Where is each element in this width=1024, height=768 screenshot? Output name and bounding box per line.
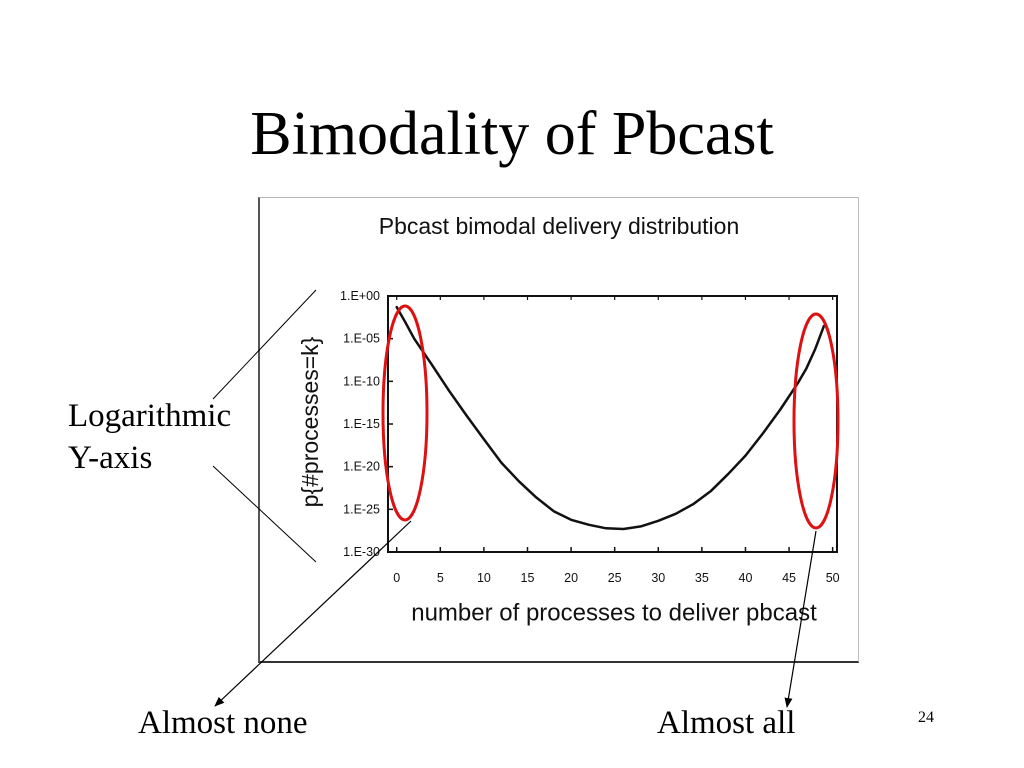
log-axis-pointer-top <box>212 289 317 400</box>
x-tick-label: 25 <box>608 571 622 585</box>
slide-title: Bimodality of Pbcast <box>250 100 774 168</box>
x-tick-label: 15 <box>521 571 535 585</box>
y-tick-label: 1.E-25 <box>343 502 380 516</box>
x-tick-label: 30 <box>651 571 665 585</box>
x-tick-label: 20 <box>564 571 578 585</box>
y-tick-label: 1.E-10 <box>343 374 380 388</box>
y-axis-label: p{#processes=k} <box>297 336 323 507</box>
x-tick-label: 10 <box>477 571 491 585</box>
chart-title: Pbcast bimodal delivery distribution <box>379 213 740 239</box>
y-tick-label: 1.E-30 <box>343 545 380 559</box>
almost-none-highlight <box>381 304 429 522</box>
y-tick-label: 1.E-05 <box>343 332 380 346</box>
logarithmic-note: Logarithmic <box>68 398 232 434</box>
x-axis-label: number of processes to deliver pbcast <box>411 600 817 627</box>
y-tick-label: 1.E-15 <box>343 417 380 431</box>
almost-none-arrow <box>214 520 412 707</box>
x-tick-label: 0 <box>393 571 400 585</box>
x-tick-label: 45 <box>782 571 796 585</box>
x-tick-label: 40 <box>739 571 753 585</box>
almost-all-highlight <box>792 312 840 530</box>
page-number: 24 <box>918 709 934 726</box>
y-axis-ticks: 1.E+00 1.E-05 1.E-10 1.E-15 1.E-20 1.E-25 1.E-… <box>340 289 393 559</box>
x-tick-label: 35 <box>695 571 709 585</box>
x-tick-label: 50 <box>826 571 840 585</box>
chart-frame <box>258 197 859 663</box>
almost-all-arrow <box>784 530 817 708</box>
y-tick-label: 1.E+00 <box>340 289 380 303</box>
x-tick-label: 5 <box>437 571 444 585</box>
almost-all-callout: Almost all <box>657 705 796 741</box>
distribution-curve <box>395 305 826 531</box>
log-axis-pointer-bottom <box>212 465 317 563</box>
y-tick-label: 1.E-20 <box>343 460 380 474</box>
almost-none-callout: Almost none <box>138 705 308 741</box>
y-axis-note: Y-axis <box>68 440 153 476</box>
x-axis-ticks: 0 5 10 15 20 25 30 35 40 45 50 <box>393 296 840 585</box>
